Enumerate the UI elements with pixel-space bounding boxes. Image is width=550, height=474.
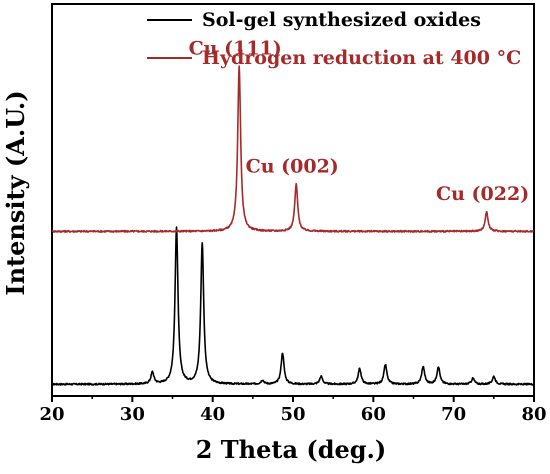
series-line-1 [51,65,535,233]
x-tick-label: 20 [39,404,64,425]
x-tick-label: 70 [441,404,466,425]
series-line-0 [52,226,535,386]
legend-entry-label: Hydrogen reduction at 400 °C [202,47,521,69]
legend: Sol-gel synthesized oxides Hydrogen reduc… [147,9,521,69]
peak-label: Cu (111) [189,38,282,60]
peak-labels: Cu (111) Cu (002) Cu (022) [189,38,530,205]
x-axis-title: 2 Theta (deg.) [196,435,387,464]
legend-entry-label: Sol-gel synthesized oxides [202,9,481,31]
x-tick-label: 80 [521,404,546,425]
axis-ticks: 20 30 40 50 60 70 80 [39,396,547,425]
x-tick-label: 60 [361,404,386,425]
peak-label: Cu (022) [436,183,529,205]
x-tick-label: 40 [200,404,225,425]
series-layer [51,65,535,386]
y-axis-title: Intensity (A.U.) [1,90,30,295]
x-tick-label: 30 [120,404,145,425]
peak-label: Cu (002) [246,155,339,177]
x-tick-label: 50 [280,404,305,425]
